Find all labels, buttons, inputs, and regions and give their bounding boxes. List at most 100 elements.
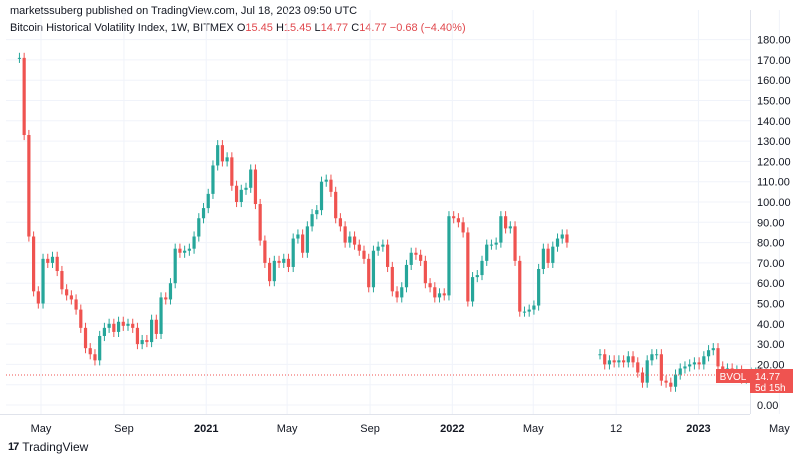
time-tick-label: 2021 bbox=[194, 423, 218, 435]
candle-body bbox=[230, 157, 234, 186]
candle-body bbox=[69, 295, 73, 300]
candle-body bbox=[27, 135, 31, 237]
candle-body bbox=[305, 226, 309, 253]
candle-body bbox=[244, 187, 248, 190]
tradingview-logo-icon: 17 bbox=[8, 441, 19, 453]
candle-body bbox=[338, 218, 342, 227]
candle-body bbox=[277, 260, 281, 263]
candle-body bbox=[404, 264, 409, 288]
last-price-value: 14.77 bbox=[755, 372, 780, 383]
price-tag: BVOL 14.77 5d 15h bbox=[716, 369, 793, 394]
candle-body bbox=[36, 291, 40, 304]
candle-body bbox=[433, 287, 437, 298]
candle-body bbox=[504, 216, 508, 229]
candle-body bbox=[192, 236, 196, 249]
candle-body bbox=[683, 366, 687, 369]
candle-body bbox=[513, 226, 517, 261]
high-value: 15.45 bbox=[283, 22, 312, 34]
candle-body bbox=[121, 321, 125, 326]
ticker-tag: BVOL bbox=[720, 372, 747, 383]
candle-body bbox=[216, 145, 220, 166]
price-tick-label: 0.00 bbox=[757, 400, 778, 412]
candle-body bbox=[470, 277, 475, 302]
candle-body bbox=[249, 169, 253, 188]
time-tick-label: 2022 bbox=[440, 423, 464, 435]
candle-body bbox=[650, 354, 654, 361]
price-tick-label: 150.00 bbox=[757, 96, 791, 108]
candle-body bbox=[414, 252, 418, 255]
grid-lines bbox=[6, 10, 780, 414]
price-tick-label: 170.00 bbox=[757, 55, 791, 67]
candle-body bbox=[386, 244, 390, 267]
time-tick-label: May bbox=[523, 423, 544, 435]
candle-body bbox=[319, 181, 324, 211]
open-value: 15.45 bbox=[245, 22, 273, 34]
price-tick-label: 130.00 bbox=[757, 136, 791, 148]
candle-body bbox=[456, 218, 460, 223]
price-tick-label: 20.00 bbox=[757, 359, 785, 371]
price-tick-label: 120.00 bbox=[757, 156, 791, 168]
symbol-name[interactable]: Bitcoin Historical Volatility Index, 1W,… bbox=[10, 22, 234, 34]
candle-body bbox=[508, 226, 512, 229]
candle-body bbox=[678, 368, 682, 375]
candle-body bbox=[206, 193, 210, 209]
candle-body bbox=[395, 291, 399, 298]
candle-body bbox=[282, 258, 286, 263]
candle-body bbox=[301, 234, 305, 253]
candle-body bbox=[131, 323, 135, 328]
candle-body bbox=[145, 340, 149, 343]
candle-body bbox=[631, 356, 635, 363]
price-tick-label: 30.00 bbox=[757, 339, 785, 351]
candle-body bbox=[272, 260, 276, 282]
candle-body bbox=[159, 297, 163, 334]
candle-body bbox=[234, 185, 239, 202]
candle-body bbox=[489, 244, 494, 246]
candle-body bbox=[400, 287, 404, 298]
price-tag-bg bbox=[750, 369, 793, 393]
candle-body bbox=[74, 299, 78, 310]
candle-body bbox=[60, 271, 64, 290]
candle-body bbox=[612, 360, 616, 363]
candle-body bbox=[65, 289, 69, 296]
candle-body bbox=[664, 380, 668, 383]
price-tick-label: 110.00 bbox=[757, 177, 790, 189]
candle-body bbox=[98, 335, 102, 361]
candle-body bbox=[22, 57, 26, 136]
price-tick-label: 180.00 bbox=[757, 35, 791, 47]
candle-body bbox=[291, 238, 295, 267]
price-axis[interactable]: 0.0010.0020.0030.0040.0050.0060.0070.008… bbox=[757, 35, 791, 412]
candle-body bbox=[107, 323, 111, 328]
candle-body bbox=[645, 360, 649, 383]
brand-name: TradingView bbox=[22, 440, 89, 454]
open-label: O bbox=[236, 22, 246, 34]
candle-body bbox=[437, 293, 442, 298]
candle-body bbox=[622, 360, 626, 363]
change-value: −0.68 (−4.40%) bbox=[389, 22, 466, 34]
candle-body bbox=[126, 323, 130, 326]
candle-body bbox=[296, 234, 300, 239]
candle-body bbox=[527, 309, 531, 312]
candle-body bbox=[702, 356, 706, 365]
candle-body bbox=[626, 356, 630, 363]
candle-body bbox=[268, 262, 272, 282]
candle-body bbox=[225, 157, 229, 162]
candle-body bbox=[381, 244, 385, 247]
time-tick-label: 2023 bbox=[686, 423, 710, 435]
candle-body bbox=[348, 236, 352, 243]
time-tick-label: May bbox=[31, 423, 52, 435]
candle-body bbox=[546, 248, 550, 263]
candle-body bbox=[286, 258, 291, 267]
candle-body bbox=[475, 275, 479, 278]
candle-body bbox=[598, 354, 602, 356]
time-axis[interactable]: MaySep2021MaySep2022May122023MaySep bbox=[31, 423, 800, 435]
candle-body bbox=[452, 216, 456, 219]
candle-body bbox=[376, 246, 380, 251]
candle-body bbox=[390, 266, 394, 292]
publisher-caption: marketssuberg published on TradingView.c… bbox=[10, 5, 358, 17]
candle-body bbox=[617, 360, 621, 363]
candle-body bbox=[102, 327, 106, 336]
candle-body bbox=[419, 254, 423, 261]
candle-body bbox=[164, 297, 168, 300]
candle-body bbox=[32, 236, 36, 292]
